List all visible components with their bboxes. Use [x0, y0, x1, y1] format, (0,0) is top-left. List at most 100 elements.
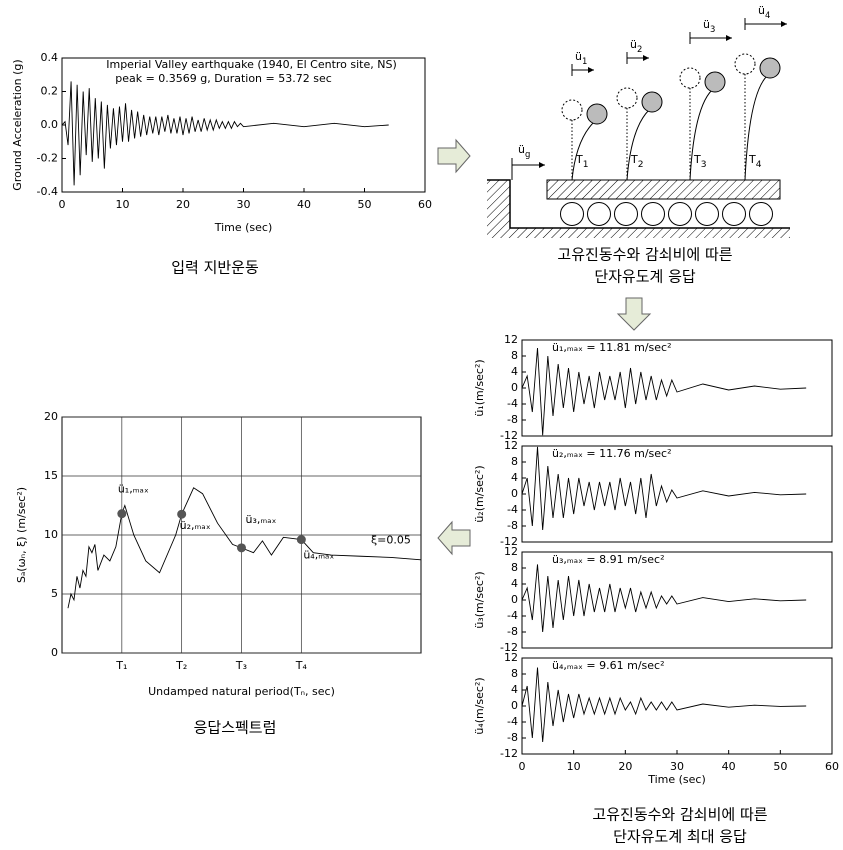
y-tick-label: 12 [504, 333, 518, 346]
roller [642, 203, 665, 226]
arrow-right [438, 140, 470, 172]
y-tick-label: -4 [507, 609, 518, 622]
x-tick-label: 30 [237, 198, 251, 211]
figure: 입력 지반운동 고유진동수와 감쇠비에 따른 단자유도계 응답 고유진동수와 감… [0, 0, 843, 850]
y-tick-label: -4 [507, 503, 518, 516]
y-tick-label: 5 [51, 587, 58, 600]
x-tick-label: 10 [567, 760, 581, 773]
deflected-mass [642, 92, 662, 112]
y-tick-label: 0 [51, 646, 58, 659]
arrow-head [643, 55, 649, 61]
label-subscript: 2 [637, 44, 642, 54]
roller [669, 203, 692, 226]
x-axis-label: Time (sec) [214, 221, 273, 234]
label-subscript: g [525, 149, 530, 159]
diagram-label: ü2 [630, 38, 642, 54]
label-symbol: ü [703, 18, 710, 31]
roller [561, 203, 584, 226]
rest-mass [562, 100, 582, 120]
label-subscript: 2 [638, 160, 644, 170]
y-axis-label: ü₂(m/sec²) [473, 465, 486, 522]
y-tick-label: 0 [511, 381, 518, 394]
data-line [522, 348, 806, 435]
caption: 고유진동수와 감쇠비에 따른 [592, 806, 767, 824]
x-tick-label: T₃ [235, 659, 247, 672]
data-line [522, 564, 806, 632]
arrow-head [539, 162, 545, 168]
label-symbol: ü [575, 50, 582, 63]
label-subscript: 3 [710, 24, 715, 34]
y-tick-label: 0 [511, 699, 518, 712]
diagram-label: ü3 [703, 18, 715, 34]
x-axis-label: Time (sec) [647, 773, 706, 786]
diagram-label: T2 [630, 153, 644, 170]
x-tick-label: T₄ [295, 659, 308, 672]
y-tick-label: -4 [507, 715, 518, 728]
ground-hatch [510, 228, 790, 238]
y-tick-label: -0.2 [37, 152, 58, 165]
deflected-mass [760, 58, 780, 78]
x-tick-label: 60 [825, 760, 839, 773]
y-axis-label: ü₄(m/sec²) [473, 677, 486, 734]
y-tick-label: 4 [511, 471, 518, 484]
y-tick-label: 12 [504, 545, 518, 558]
x-tick-label: T₂ [175, 659, 187, 672]
y-axis-label: Sₐ(ωₙ, ξ) (m/sec²) [15, 487, 28, 583]
base-slab [547, 180, 780, 199]
arrow-head [726, 35, 732, 41]
y-tick-label: 0.2 [41, 85, 59, 98]
y-tick-label: 8 [511, 561, 518, 574]
diagram-label: ü4 [758, 4, 770, 20]
diagram-label: T4 [748, 153, 762, 170]
chart-subtitle: peak = 0.3569 g, Duration = 53.72 sec [115, 72, 332, 85]
y-axis-label: ü₁(m/sec²) [473, 359, 486, 416]
diagram-label: T3 [693, 153, 707, 170]
y-tick-label: 10 [44, 528, 58, 541]
rest-mass [735, 54, 755, 74]
x-tick-label: 40 [722, 760, 736, 773]
peak-label: ü₄,ₘₐₓ [303, 549, 334, 562]
x-axis-label: Undamped natural period(Tₙ, sec) [148, 685, 335, 698]
roller [588, 203, 611, 226]
x-tick-label: 30 [670, 760, 684, 773]
label-subscript: 1 [582, 56, 587, 66]
deflected-rod [627, 110, 649, 180]
y-tick-label: 8 [511, 667, 518, 680]
caption: 고유진동수와 감쇠비에 따른 [557, 246, 732, 264]
y-tick-label: -8 [507, 413, 518, 426]
caption: 단자유도계 최대 응답 [613, 828, 747, 846]
y-tick-label: 4 [511, 577, 518, 590]
x-tick-label: 20 [176, 198, 190, 211]
x-tick-label: T₁ [115, 659, 127, 672]
roller [696, 203, 719, 226]
y-tick-label: 8 [511, 455, 518, 468]
x-tick-label: 50 [773, 760, 787, 773]
annotation: ξ=0.05 [371, 534, 411, 547]
annotation: ü₃,ₘₐₓ = 8.91 m/sec² [552, 553, 665, 566]
y-tick-label: -12 [500, 747, 518, 760]
peak-marker [117, 509, 126, 518]
arrow-head [781, 21, 787, 27]
annotation: ü₄,ₘₐₓ = 9.61 m/sec² [552, 659, 665, 672]
peak-marker [177, 510, 186, 519]
y-tick-label: 15 [44, 469, 58, 482]
y-tick-label: -4 [507, 397, 518, 410]
arrow-left [438, 522, 470, 554]
rest-mass [617, 88, 637, 108]
label-subscript: 1 [583, 160, 589, 170]
y-tick-label: -8 [507, 625, 518, 638]
label-symbol: ü [758, 4, 765, 17]
y-tick-label: 12 [504, 651, 518, 664]
annotation: ü₁,ₘₐₓ = 11.81 m/sec² [552, 341, 672, 354]
label-symbol: ü [630, 38, 637, 51]
x-tick-label: 0 [519, 760, 526, 773]
caption: 응답스펙트럼 [194, 719, 277, 737]
y-tick-label: 4 [511, 683, 518, 696]
arrow-head [588, 67, 594, 73]
y-tick-label: 0 [511, 487, 518, 500]
label-subscript: 4 [756, 160, 762, 170]
y-tick-label: 0.4 [41, 51, 59, 64]
y-tick-label: 0.0 [41, 118, 59, 131]
y-tick-label: -8 [507, 731, 518, 744]
peak-marker [237, 543, 246, 552]
